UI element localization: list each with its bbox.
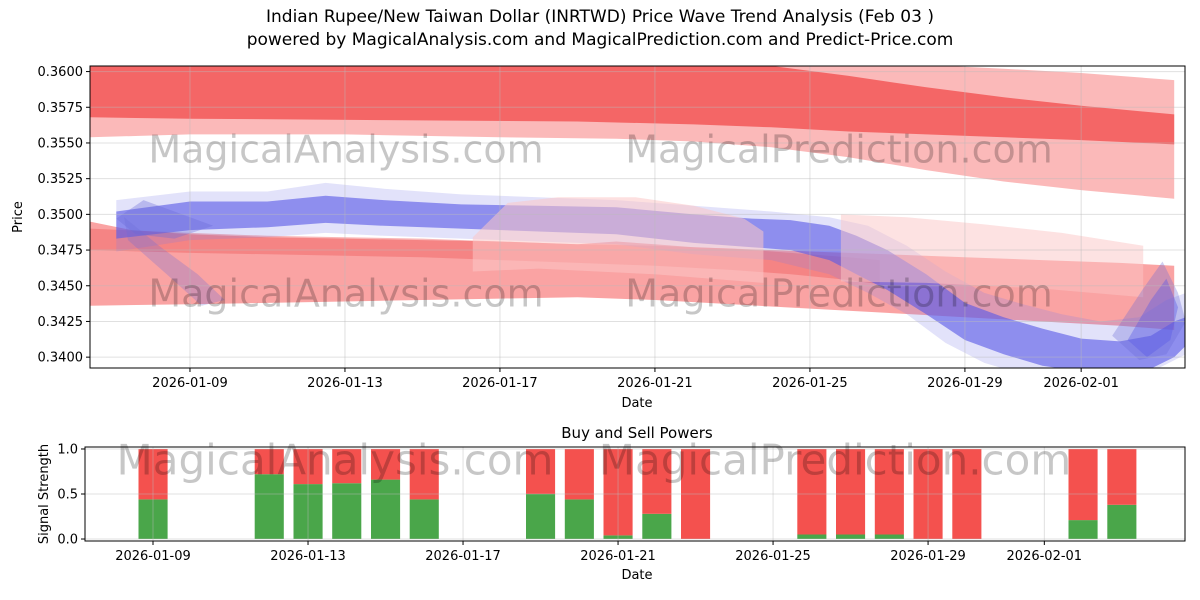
bar-buy-segment xyxy=(797,534,827,539)
bar-sell-segment xyxy=(564,449,594,500)
watermark-text: MagicalAnalysis.com xyxy=(117,436,554,485)
bar-buy-segment xyxy=(1068,520,1098,539)
bar-buy-segment xyxy=(138,499,168,539)
power-y-axis-label: Signal Strength xyxy=(37,444,52,544)
bar-sell-segment xyxy=(913,449,943,539)
x-tick-label: 2026-01-29 xyxy=(927,376,1003,391)
figure-title-line2: powered by MagicalAnalysis.com and Magic… xyxy=(246,30,954,50)
bar-buy-segment xyxy=(526,494,556,539)
band-price-wave-fringe xyxy=(116,182,1185,368)
watermark-text: MagicalAnalysis.com xyxy=(148,128,543,172)
power-chart-title: Buy and Sell Powers xyxy=(561,424,713,442)
x-tick-label: 2026-01-09 xyxy=(115,549,191,564)
polygon-pink-wedge-b xyxy=(840,214,1144,298)
bar-buy-segment xyxy=(254,474,284,539)
bar-buy-segment xyxy=(1107,504,1137,539)
x-tick-label: 2026-01-25 xyxy=(772,376,848,391)
y-tick-label: 0.3600 xyxy=(38,65,84,80)
figure-title: Indian Rupee/New Taiwan Dollar (INRTWD) … xyxy=(0,6,1200,52)
bar-sell-segment xyxy=(952,449,982,539)
bar-sell-segment xyxy=(138,449,168,500)
bar-sell-segment xyxy=(293,449,323,485)
plot-border xyxy=(89,65,1186,369)
band-upper-sell-zone-core xyxy=(90,66,1175,145)
bar-buy-segment xyxy=(603,535,633,539)
x-tick-label: 2026-01-13 xyxy=(270,549,346,564)
x-tick-label: 2026-01-29 xyxy=(890,549,966,564)
bar-sell-segment xyxy=(526,449,556,494)
bar-sell-segment xyxy=(254,449,284,475)
y-tick-label: 1.0 xyxy=(57,442,78,457)
x-tick-label: 2026-02-01 xyxy=(1007,549,1083,564)
figure-title-line1: Indian Rupee/New Taiwan Dollar (INRTWD) … xyxy=(266,7,934,27)
y-tick-label: 0.3475 xyxy=(38,244,84,259)
polygon-blue-end-spike-outer xyxy=(1112,261,1185,360)
y-tick-label: 0.3575 xyxy=(38,101,84,116)
x-tick-label: 2026-01-17 xyxy=(462,376,538,391)
y-tick-label: 0.3525 xyxy=(38,172,84,187)
bar-sell-segment xyxy=(642,449,672,514)
x-tick-label: 2026-01-21 xyxy=(617,376,693,391)
y-tick-label: 0.3550 xyxy=(38,136,84,151)
polygon-pink-wedge-a xyxy=(472,197,764,283)
y-tick-label: 0.0 xyxy=(57,533,78,548)
watermark-text: MagicalPrediction.com xyxy=(599,436,1072,485)
watermark-text: MagicalPrediction.com xyxy=(625,272,1053,316)
x-tick-label: 2026-01-25 xyxy=(735,549,811,564)
bar-buy-segment xyxy=(293,484,323,539)
bar-sell-segment xyxy=(1107,449,1137,505)
bar-buy-segment xyxy=(836,534,866,539)
polygon-blue-start-diamond xyxy=(116,200,214,239)
price-x-axis-label: Date xyxy=(621,396,652,411)
price-wave-plot: 0.3400 0.3425 0.3450 0.3475 0.3500 0.3525 0.35… xyxy=(38,65,1186,391)
bar-sell-segment xyxy=(874,449,904,535)
x-tick-label: 2026-01-21 xyxy=(580,549,656,564)
watermark-text: MagicalAnalysis.com xyxy=(148,272,543,316)
bar-sell-segment xyxy=(409,449,439,500)
y-tick-label: 0.3400 xyxy=(38,351,84,366)
bar-buy-segment xyxy=(642,513,672,539)
bar-buy-segment xyxy=(874,534,904,539)
polygon-blue-end-spike-inner xyxy=(1127,278,1178,358)
bar-sell-segment xyxy=(603,449,633,536)
bar-buy-segment xyxy=(564,499,594,539)
y-tick-label: 0.3425 xyxy=(38,315,84,330)
bar-sell-segment xyxy=(332,449,362,484)
y-tick-label: 0.5 xyxy=(57,488,78,503)
bar-buy-segment xyxy=(371,479,401,539)
bar-buy-segment xyxy=(332,483,362,539)
y-tick-label: 0.3500 xyxy=(38,208,84,223)
bar-buy-segment xyxy=(409,499,439,539)
band-layer xyxy=(90,66,1185,368)
bar-sell-segment xyxy=(836,449,866,535)
bar-sell-segment xyxy=(681,449,711,539)
power-x-axis-label: Date xyxy=(621,568,652,583)
x-tick-label: 2026-02-01 xyxy=(1043,376,1119,391)
x-tick-label: 2026-01-17 xyxy=(425,549,501,564)
price-y-axis-label: Price xyxy=(11,201,26,233)
bar-sell-segment xyxy=(371,449,401,480)
band-mid-resistance-outer xyxy=(90,221,1175,330)
watermark-text: MagicalPrediction.com xyxy=(625,128,1053,172)
x-tick-label: 2026-01-09 xyxy=(152,376,228,391)
bar-sell-segment xyxy=(1068,449,1098,521)
polygon-blue-start-streak xyxy=(124,217,225,306)
y-tick-label: 0.3450 xyxy=(38,279,84,294)
bar-sell-segment xyxy=(797,449,827,535)
x-tick-label: 2026-01-13 xyxy=(307,376,383,391)
buy-sell-plot: 0.0 0.5 1.0 2026-01-09 2026-01-13 2026-01-17 2… xyxy=(57,436,1186,564)
